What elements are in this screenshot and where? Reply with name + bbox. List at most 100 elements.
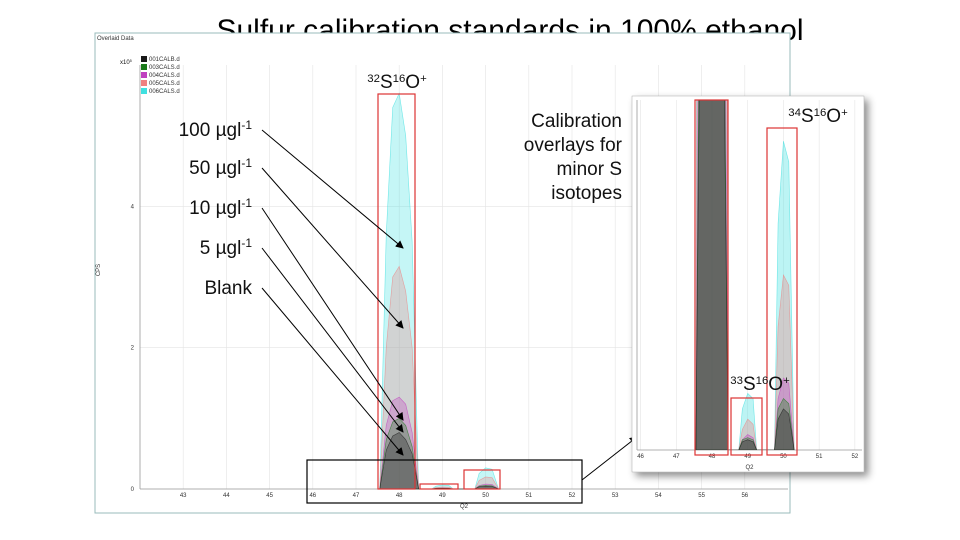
x-tick-label: 49	[744, 454, 751, 460]
peak-box	[463, 469, 501, 490]
superscript: -1	[241, 156, 252, 170]
x-tick-label: 52	[569, 493, 576, 499]
zoom-box	[306, 459, 583, 504]
annotations: 32S16O+100 µgl-150 µgl-110 µgl-15 µgl-1B…	[179, 72, 638, 504]
superscript: -1	[241, 118, 252, 132]
text-part: S	[380, 72, 393, 93]
x-tick-label: 53	[612, 493, 619, 499]
legend-label: 005CALS.d	[149, 81, 180, 87]
series-group	[379, 92, 500, 490]
x-tick-label: 43	[180, 493, 187, 499]
arrow	[261, 207, 404, 421]
superscript: +	[420, 73, 427, 85]
x-axis-label: Q2	[460, 504, 469, 510]
series-area	[379, 92, 499, 490]
arrow	[261, 287, 404, 456]
y-tick-label: 4	[131, 204, 135, 210]
text-part: O	[826, 106, 841, 127]
legend-label: 003CALS.d	[149, 65, 180, 71]
superscript: 33	[730, 375, 743, 387]
y-tick-label: 0	[131, 487, 135, 493]
legend-swatch	[141, 56, 147, 62]
peak-box	[766, 127, 798, 456]
x-tick-label: 48	[396, 493, 403, 499]
inset-caption: overlays for	[524, 135, 623, 156]
text-part: 100 µgl	[179, 120, 242, 141]
text-part: O	[768, 374, 783, 395]
y-tick-label: 2	[131, 346, 135, 352]
series-area	[379, 265, 500, 490]
arrow	[261, 129, 404, 249]
text-part: 5 µgl	[200, 238, 242, 259]
series-group	[695, 100, 795, 450]
concentration-label: 10 µgl-1	[189, 196, 252, 219]
superscript: -1	[241, 196, 252, 210]
superscript: 34	[788, 107, 801, 119]
x-tick-label: 51	[525, 493, 532, 499]
superscript: 16	[814, 107, 827, 119]
concentration-label: 5 µgl-1	[200, 236, 253, 259]
superscript: 5	[130, 59, 132, 63]
superscript: 32	[367, 73, 380, 85]
arrow	[261, 247, 404, 433]
x-tick-label: 52	[852, 454, 859, 460]
series-area	[695, 100, 795, 450]
text-part: O	[405, 72, 420, 93]
x-axis-label: Q2	[745, 465, 754, 471]
peak-box	[730, 397, 763, 456]
panel-title: Overlaid Data	[97, 36, 134, 42]
legend-swatch	[141, 80, 147, 86]
series-area	[695, 100, 795, 450]
inset-caption: minor S	[557, 159, 622, 180]
x-tick-label: 48	[709, 454, 716, 460]
peak-label: 32S16O+	[367, 72, 427, 93]
text-part: x10	[120, 60, 130, 66]
superscript: -1	[241, 236, 252, 250]
y-scale-label: x105	[120, 59, 132, 66]
superscript: 16	[756, 375, 769, 387]
legend-label: 001CALB.d	[149, 57, 180, 63]
x-tick-label: 49	[439, 493, 446, 499]
legend-swatch	[141, 72, 147, 78]
series-area	[695, 100, 795, 450]
superscript: +	[783, 375, 790, 387]
x-tick-label: 55	[698, 493, 705, 499]
legend-label: 004CALS.d	[149, 73, 180, 79]
peak-label: 33S16O+	[730, 374, 790, 395]
text-part: Blank	[204, 278, 252, 299]
text-part: 10 µgl	[189, 198, 241, 219]
series-area	[695, 100, 795, 450]
x-tick-label: 47	[673, 454, 680, 460]
concentration-label: 100 µgl-1	[179, 118, 253, 141]
superscript: +	[841, 107, 848, 119]
legend-swatch	[141, 64, 147, 70]
peak-label: 34S16O+	[788, 106, 848, 127]
x-tick-label: 50	[482, 493, 489, 499]
x-tick-label: 44	[223, 493, 230, 499]
legend-label: 006CALS.d	[149, 89, 180, 95]
peak-box	[419, 483, 459, 490]
y-axis-label: CPS	[96, 264, 102, 276]
zoom-arrow	[581, 436, 638, 481]
peak-box	[377, 93, 416, 490]
series-area	[695, 100, 795, 450]
x-tick-label: 45	[266, 493, 273, 499]
peak-box	[694, 99, 729, 456]
text-part: S	[743, 374, 756, 395]
x-tick-label: 47	[353, 493, 360, 499]
x-tick-label: 54	[655, 493, 662, 499]
x-tick-label: 56	[741, 493, 748, 499]
concentration-label: Blank	[204, 278, 252, 299]
x-tick-label: 51	[816, 454, 823, 460]
x-tick-label: 46	[309, 493, 316, 499]
text-part: S	[801, 106, 814, 127]
superscript: 16	[393, 73, 406, 85]
series-area	[379, 432, 499, 490]
arrow	[261, 167, 404, 329]
x-tick-label: 46	[637, 454, 644, 460]
text-part: 50 µgl	[189, 158, 241, 179]
x-tick-label: 50	[780, 454, 787, 460]
concentration-label: 50 µgl-1	[189, 156, 252, 179]
